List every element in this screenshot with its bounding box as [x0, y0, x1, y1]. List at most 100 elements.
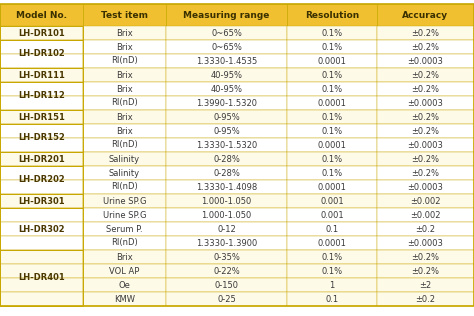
Bar [83, 194, 166, 208]
Text: 0.0001: 0.0001 [318, 183, 346, 191]
Text: Brix: Brix [116, 84, 133, 94]
Bar [287, 250, 377, 264]
Bar [166, 180, 287, 194]
Text: 40-95%: 40-95% [210, 70, 243, 80]
Text: LH-DR201: LH-DR201 [18, 155, 65, 163]
Bar [0, 180, 83, 194]
Text: 1.000-1.050: 1.000-1.050 [201, 197, 252, 205]
Bar [166, 152, 287, 166]
Text: ±0.0003: ±0.0003 [408, 141, 444, 149]
Bar [0, 96, 83, 110]
Bar [83, 26, 166, 40]
Bar [83, 82, 166, 96]
Bar [0, 40, 83, 54]
Text: 0.0001: 0.0001 [318, 141, 346, 149]
Text: ±0.002: ±0.002 [410, 197, 441, 205]
Bar [0, 68, 83, 82]
Bar [83, 292, 166, 306]
Bar [287, 292, 377, 306]
Bar [83, 152, 166, 166]
Bar [83, 68, 166, 82]
Bar [377, 222, 474, 236]
Bar [0, 208, 83, 222]
Bar [377, 138, 474, 152]
Text: ±0.002: ±0.002 [410, 210, 441, 220]
Bar [0, 222, 83, 236]
Text: 0-22%: 0-22% [213, 266, 240, 276]
Bar [166, 4, 287, 26]
Text: 40-95%: 40-95% [210, 84, 243, 94]
Text: 0-150: 0-150 [215, 281, 238, 289]
Text: 0.1%: 0.1% [321, 168, 343, 178]
Bar [0, 124, 83, 152]
Text: Salinity: Salinity [109, 155, 140, 163]
Bar [166, 250, 287, 264]
Text: RI(nD): RI(nD) [111, 57, 138, 65]
Bar [166, 110, 287, 124]
Bar [0, 152, 83, 166]
Bar [377, 180, 474, 194]
Text: 0.1%: 0.1% [321, 252, 343, 262]
Text: ±2: ±2 [419, 281, 431, 289]
Bar [287, 278, 377, 292]
Bar [287, 124, 377, 138]
Text: 0.0001: 0.0001 [318, 239, 346, 247]
Text: 1.3330-1.4098: 1.3330-1.4098 [196, 183, 257, 191]
Bar [377, 110, 474, 124]
Bar [0, 292, 83, 306]
Bar [377, 96, 474, 110]
Bar [166, 138, 287, 152]
Text: Serum P.: Serum P. [106, 224, 143, 234]
Text: 1.000-1.050: 1.000-1.050 [201, 210, 252, 220]
Text: Brix: Brix [116, 70, 133, 80]
Bar [287, 4, 377, 26]
Text: Brix: Brix [116, 112, 133, 121]
Text: LH-DR151: LH-DR151 [18, 112, 65, 121]
Text: 0-12: 0-12 [217, 224, 236, 234]
Text: ±0.2%: ±0.2% [411, 252, 439, 262]
Bar [83, 208, 166, 222]
Bar [166, 208, 287, 222]
Bar [0, 138, 83, 152]
Bar [0, 110, 83, 124]
Bar [83, 180, 166, 194]
Text: ±0.2%: ±0.2% [411, 28, 439, 38]
Bar [83, 96, 166, 110]
Text: ±0.0003: ±0.0003 [408, 183, 444, 191]
Text: ±0.2%: ±0.2% [411, 168, 439, 178]
Text: Brix: Brix [116, 28, 133, 38]
Text: ±0.2%: ±0.2% [411, 70, 439, 80]
Bar [287, 26, 377, 40]
Bar [0, 124, 83, 138]
Text: 0-25: 0-25 [217, 295, 236, 303]
Bar [83, 110, 166, 124]
Bar [166, 124, 287, 138]
Bar [0, 68, 83, 82]
Text: LH-DR112: LH-DR112 [18, 92, 65, 100]
Bar [166, 292, 287, 306]
Text: ±0.0003: ±0.0003 [408, 99, 444, 107]
Bar [287, 194, 377, 208]
Text: 0.001: 0.001 [320, 210, 344, 220]
Bar [287, 110, 377, 124]
Text: RI(nD): RI(nD) [111, 239, 138, 247]
Bar [377, 194, 474, 208]
Text: Resolution: Resolution [305, 10, 359, 20]
Bar [166, 264, 287, 278]
Text: RI(nD): RI(nD) [111, 183, 138, 191]
Text: 1: 1 [329, 281, 335, 289]
Text: 0-28%: 0-28% [213, 155, 240, 163]
Bar [0, 208, 83, 250]
Bar [166, 26, 287, 40]
Bar [287, 54, 377, 68]
Bar [377, 40, 474, 54]
Bar [0, 250, 83, 306]
Text: 0.0001: 0.0001 [318, 99, 346, 107]
Bar [0, 82, 83, 110]
Text: Brix: Brix [116, 126, 133, 136]
Bar [287, 40, 377, 54]
Text: ±0.2%: ±0.2% [411, 266, 439, 276]
Bar [287, 264, 377, 278]
Text: LH-DR301: LH-DR301 [18, 197, 65, 205]
Text: Model No.: Model No. [16, 10, 67, 20]
